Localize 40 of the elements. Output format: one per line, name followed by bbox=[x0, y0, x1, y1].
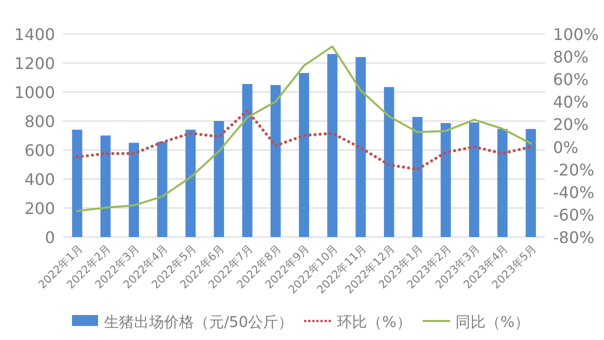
bar bbox=[526, 128, 536, 237]
bar bbox=[72, 130, 82, 237]
bar bbox=[100, 136, 111, 237]
bar bbox=[157, 142, 168, 237]
bar bbox=[497, 128, 508, 237]
y-tick-label: 200 bbox=[24, 199, 55, 218]
legend-label: 环比（%） bbox=[337, 313, 412, 331]
bar bbox=[412, 116, 423, 237]
bar bbox=[440, 123, 451, 237]
y-tick-label: 1200 bbox=[14, 54, 55, 73]
y-tick-label: 400 bbox=[24, 170, 55, 189]
bar bbox=[356, 57, 366, 237]
bar bbox=[214, 121, 224, 237]
legend-label: 同比（%） bbox=[455, 313, 530, 331]
y2-tick-label: -80% bbox=[553, 228, 594, 247]
y2-tick-label: -40% bbox=[553, 182, 594, 202]
y2-tick-label: 80% bbox=[553, 48, 589, 67]
y2-tick-label: 60% bbox=[553, 70, 589, 90]
line-series bbox=[76, 45, 532, 212]
bar bbox=[469, 122, 480, 237]
legend-label: 生猪出场价格（元/50公斤） bbox=[104, 313, 294, 331]
bar bbox=[242, 84, 252, 237]
y2-tick-label: -60% bbox=[553, 205, 594, 224]
bar bbox=[298, 73, 310, 237]
bar bbox=[384, 87, 394, 237]
y2-tick-label: 0% bbox=[553, 138, 578, 157]
y-tick-label: 1000 bbox=[14, 83, 55, 102]
bar bbox=[270, 85, 281, 237]
y-tick-label: 800 bbox=[24, 112, 55, 131]
y2-tick-label: -20% bbox=[553, 160, 594, 180]
y-tick-label: 1400 bbox=[14, 25, 55, 44]
line-series bbox=[76, 109, 532, 171]
y2-tick-label: 20% bbox=[553, 115, 589, 134]
y2-tick-label: 40% bbox=[553, 92, 589, 112]
bar bbox=[128, 142, 139, 237]
bar bbox=[185, 130, 196, 237]
y-tick-label: 600 bbox=[24, 141, 55, 160]
y2-tick-label: 100% bbox=[553, 25, 599, 44]
bar bbox=[327, 54, 338, 237]
y-tick-label: 0 bbox=[44, 228, 55, 247]
